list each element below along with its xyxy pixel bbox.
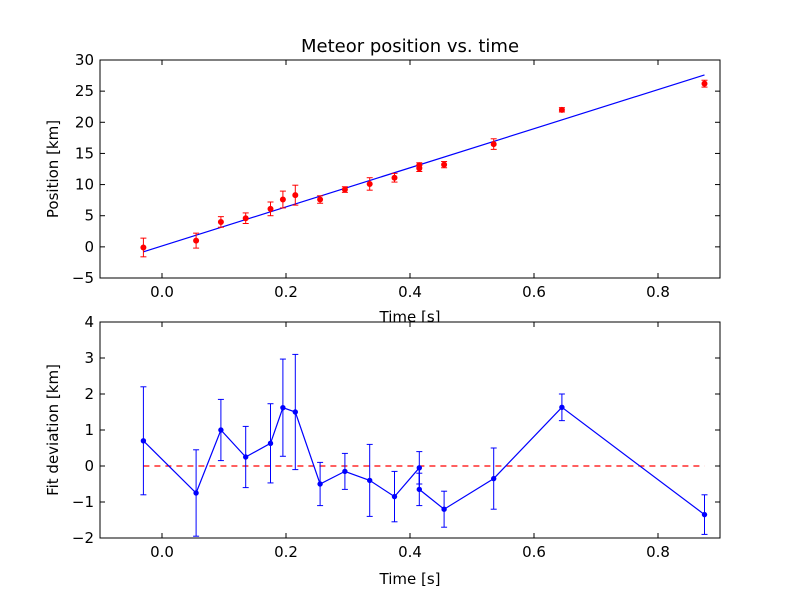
deviation-point <box>280 404 286 411</box>
deviation-point <box>193 490 199 496</box>
deviation-point <box>441 506 447 512</box>
y-tick-label: 4 <box>84 313 94 331</box>
data-point <box>193 237 200 244</box>
deviation-point <box>416 486 422 493</box>
deviation-point <box>701 511 708 518</box>
position-marks <box>140 74 708 258</box>
chart-title: Meteor position vs. time <box>301 36 519 57</box>
data-point <box>701 80 708 87</box>
x-tick-label: 0.0 <box>150 543 174 561</box>
deviation-ticks: 0.0 0.2 0.4 0.6 0.8 −2 −1 0 1 2 3 4 <box>72 313 720 561</box>
data-point <box>366 180 373 187</box>
data-point <box>558 106 565 113</box>
y-axis-label: Fit deviation [km] <box>44 364 62 496</box>
y-axis-label: Position [km] <box>44 120 62 218</box>
data-point <box>217 218 224 225</box>
deviation-panel: Fit deviation [km] 0.0 0.2 0.4 0.6 0.8 −2 −1 0 1… <box>44 313 721 588</box>
y-tick-label: −1 <box>72 493 94 511</box>
x-axis-label: Time [s] <box>379 570 441 588</box>
y-tick-label: 0 <box>84 457 94 475</box>
x-tick-label: 0.4 <box>398 543 422 561</box>
data-point <box>391 174 398 181</box>
y-tick-label: −5 <box>72 269 94 287</box>
deviation-point <box>267 440 274 447</box>
x-tick-label: 0.6 <box>522 543 546 561</box>
data-point <box>341 186 348 193</box>
y-tick-label: 10 <box>75 176 94 194</box>
data-point <box>279 196 286 203</box>
deviation-point <box>491 475 497 482</box>
deviation-point <box>317 481 323 487</box>
data-point <box>242 215 249 222</box>
data-point <box>317 196 324 203</box>
position-ticks: 0.0 0.2 0.4 0.6 0.8 −5 0 5 10 15 20 25 30 <box>72 51 720 301</box>
deviation-point <box>140 438 147 444</box>
data-point <box>267 205 274 212</box>
y-tick-label: 20 <box>75 113 94 131</box>
y-tick-label: 0 <box>84 238 94 256</box>
position-panel: Meteor position vs. time Position [km] 0… <box>44 36 721 326</box>
data-point <box>292 192 299 199</box>
deviation-point <box>218 427 224 433</box>
x-tick-label: 0.2 <box>274 283 298 301</box>
x-tick-label: 0.8 <box>646 283 670 301</box>
data-point <box>441 161 448 168</box>
y-tick-label: −2 <box>72 529 94 547</box>
fit-line <box>143 74 705 253</box>
deviation-point <box>416 465 422 471</box>
deviation-point <box>367 477 373 484</box>
y-tick-label: 25 <box>75 82 94 100</box>
data-point <box>140 244 147 251</box>
plot-frame <box>99 59 721 279</box>
y-tick-label: 3 <box>84 349 94 367</box>
x-tick-label: 0.0 <box>150 283 174 301</box>
x-tick-label: 0.4 <box>398 283 422 301</box>
x-tick-label: 0.2 <box>274 543 298 561</box>
y-tick-label: 2 <box>84 385 94 403</box>
x-tick-label: 0.6 <box>522 283 546 301</box>
deviation-marks <box>140 353 708 537</box>
x-tick-label: 0.8 <box>646 543 670 561</box>
deviation-point <box>559 404 565 411</box>
y-tick-label: 5 <box>84 207 94 225</box>
y-tick-label: 30 <box>75 51 94 69</box>
deviation-point <box>243 454 249 460</box>
y-tick-label: 15 <box>75 144 94 162</box>
deviation-point <box>292 409 298 415</box>
deviation-point <box>342 468 348 475</box>
y-tick-label: 1 <box>84 421 94 439</box>
plot-background <box>100 322 720 538</box>
data-point <box>490 141 497 148</box>
deviation-point <box>391 493 398 500</box>
data-point <box>416 162 423 169</box>
